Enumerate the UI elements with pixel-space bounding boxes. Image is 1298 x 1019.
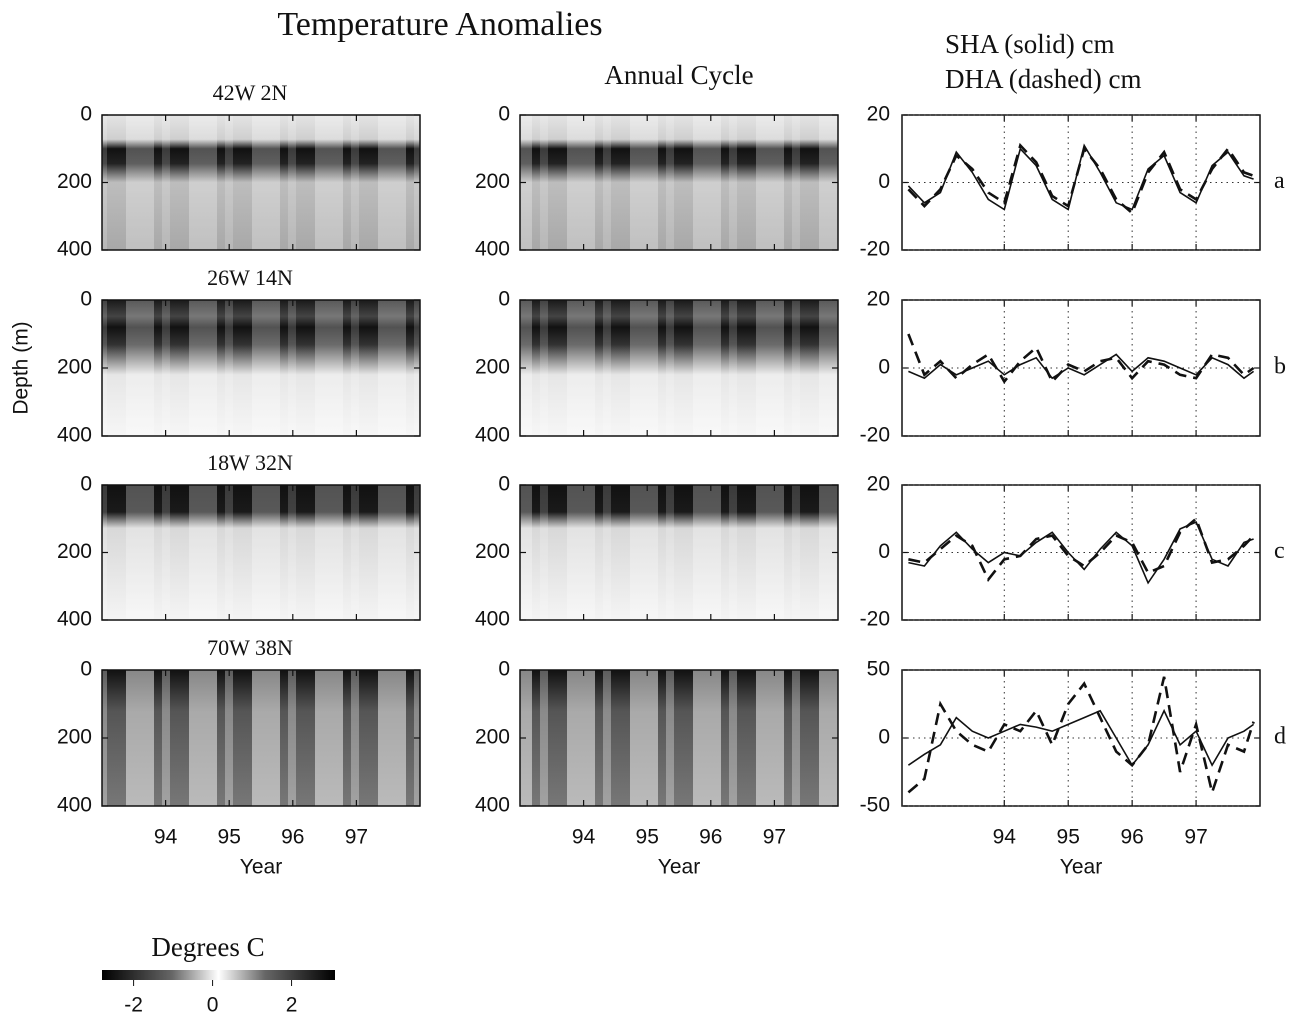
y-tick-label: 0 xyxy=(878,540,890,563)
y-tick-label: 0 xyxy=(878,170,890,193)
y-tick-label: 200 xyxy=(475,726,510,749)
x-tick-label: 96 xyxy=(281,826,304,849)
y-tick-label: 200 xyxy=(475,170,510,193)
series-line xyxy=(907,333,1255,384)
x-tick-label: 95 xyxy=(218,826,241,849)
panel-title: 18W 32N xyxy=(207,450,293,475)
y-tick-label: 200 xyxy=(475,540,510,563)
x-tick-label: 97 xyxy=(763,826,786,849)
plot-frame xyxy=(901,484,1261,621)
plot-frame xyxy=(901,299,1261,437)
legend-entry: DHA (dashed) cm xyxy=(945,64,1141,94)
colorbar-label: Degrees C xyxy=(151,932,264,962)
series-line xyxy=(907,676,1255,798)
y-tick-label: -50 xyxy=(860,794,890,817)
y-tick-label: 0 xyxy=(80,658,92,681)
panel-letter: b xyxy=(1274,354,1286,380)
y-tick-label: 0 xyxy=(80,473,92,496)
colorbar-tick-label: 0 xyxy=(207,994,219,1017)
x-tick-label: 94 xyxy=(572,826,596,849)
y-tick-label: 400 xyxy=(475,424,510,447)
y-tick-label: 0 xyxy=(498,658,510,681)
heatmap-texture xyxy=(520,300,838,436)
series-line xyxy=(907,142,1255,216)
y-tick-label: 200 xyxy=(57,540,92,563)
colorbar xyxy=(102,970,335,980)
figure-title: Temperature Anomalies xyxy=(277,6,602,43)
series-line xyxy=(907,143,1254,211)
y-tick-label: 0 xyxy=(878,726,890,749)
panel-title: 42W 2N xyxy=(213,80,288,105)
series-line xyxy=(908,353,1255,380)
x-tick-label: 97 xyxy=(345,826,368,849)
heatmap-texture xyxy=(102,115,420,250)
y-tick-label: 200 xyxy=(57,356,92,379)
heatmap-texture xyxy=(102,300,420,436)
y-axis-label: Depth (m) xyxy=(10,321,33,414)
y-tick-label: 20 xyxy=(867,473,890,496)
y-tick-label: 400 xyxy=(57,424,92,447)
x-axis-label: Year xyxy=(658,856,700,879)
x-tick-label: 95 xyxy=(1057,826,1080,849)
colorbar-tick-label: 2 xyxy=(286,994,298,1017)
panel-letter: d xyxy=(1274,724,1286,750)
x-tick-label: 94 xyxy=(993,826,1017,849)
y-tick-label: -20 xyxy=(860,238,890,261)
heatmap-texture xyxy=(102,485,420,620)
heatmap-texture xyxy=(520,670,838,806)
heatmap-texture xyxy=(520,115,838,250)
y-tick-label: 0 xyxy=(80,103,92,126)
y-tick-label: 200 xyxy=(57,726,92,749)
y-tick-label: 0 xyxy=(498,103,510,126)
panel-title: Annual Cycle xyxy=(604,60,753,90)
y-tick-label: 20 xyxy=(867,103,890,126)
panel-letter: a xyxy=(1274,168,1285,194)
y-tick-label: 0 xyxy=(80,288,92,311)
y-tick-label: 0 xyxy=(498,288,510,311)
y-tick-label: 400 xyxy=(475,238,510,261)
y-tick-label: 400 xyxy=(57,238,92,261)
y-tick-label: 0 xyxy=(498,473,510,496)
x-tick-label: 96 xyxy=(699,826,722,849)
y-tick-label: 400 xyxy=(57,608,92,631)
plot-frame xyxy=(901,669,1261,807)
series-line xyxy=(907,708,1255,767)
x-axis-label: Year xyxy=(240,856,282,879)
y-tick-label: -20 xyxy=(860,608,890,631)
panel-title: 26W 14N xyxy=(207,265,293,290)
x-tick-label: 96 xyxy=(1120,826,1143,849)
legend-entry: SHA (solid) cm xyxy=(945,29,1115,59)
heatmap-texture xyxy=(520,485,838,620)
panel-letter: c xyxy=(1274,538,1285,564)
y-tick-label: 50 xyxy=(867,658,890,681)
y-tick-label: 400 xyxy=(475,794,510,817)
colorbar-tick-label: -2 xyxy=(124,994,143,1017)
y-tick-label: 20 xyxy=(867,288,890,311)
y-tick-label: 400 xyxy=(57,794,92,817)
series-line xyxy=(908,516,1255,582)
x-tick-label: 94 xyxy=(154,826,178,849)
panel-title: 70W 38N xyxy=(207,635,293,660)
y-tick-label: 0 xyxy=(878,356,890,379)
x-axis-label: Year xyxy=(1060,856,1102,879)
y-tick-label: 200 xyxy=(57,170,92,193)
heatmap-texture xyxy=(102,670,420,806)
y-tick-label: 400 xyxy=(475,608,510,631)
x-tick-label: 95 xyxy=(636,826,659,849)
y-tick-label: 200 xyxy=(475,356,510,379)
y-tick-label: -20 xyxy=(860,424,890,447)
x-tick-label: 97 xyxy=(1184,826,1207,849)
